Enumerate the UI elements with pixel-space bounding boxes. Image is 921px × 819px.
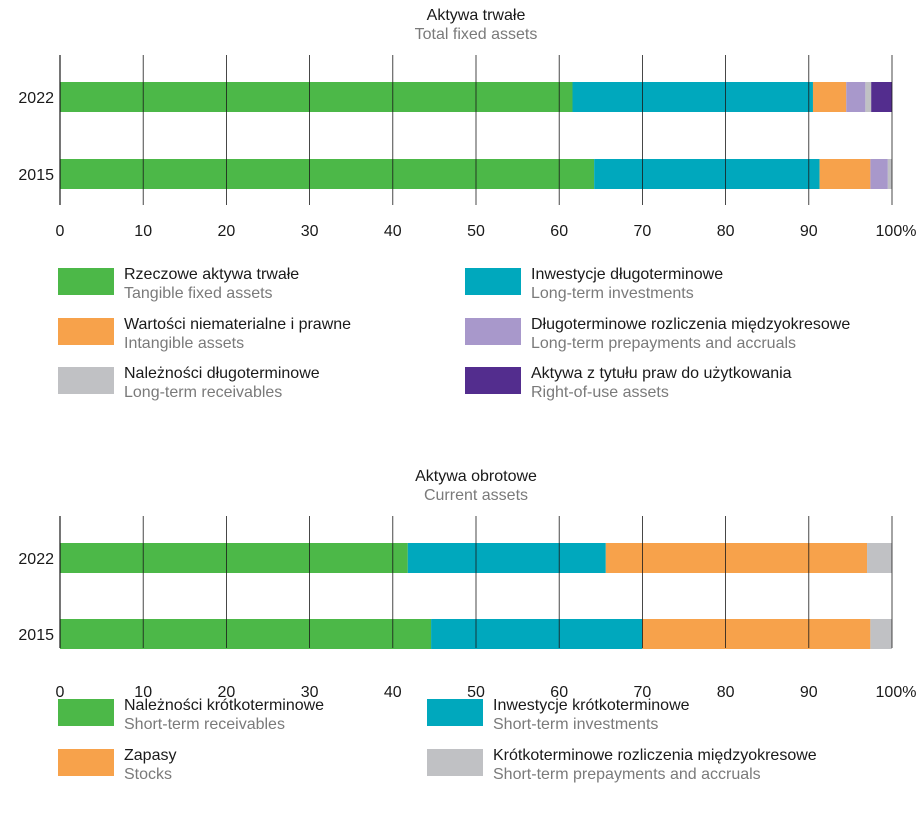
category-label: 2015 (18, 167, 54, 184)
x-tick-label: 40 (384, 223, 402, 240)
bar-segment (407, 543, 606, 573)
x-tick-label: 70 (634, 223, 652, 240)
category-label: 2015 (18, 627, 54, 644)
legend-item-tangible-fixed-assets: Rzeczowe aktywa trwałe Tangible fixed as… (58, 265, 299, 303)
x-tick-label: 40 (384, 684, 402, 701)
legend-item-right-of-use-assets: Aktywa z tytułu praw do użytkowania Righ… (465, 364, 792, 402)
legend-label: Inwestycje krótkoterminowe (493, 697, 690, 714)
legend-label: Wartości niematerialne i prawne (124, 316, 352, 333)
x-tick-label: 90 (800, 223, 818, 240)
bar-segment (865, 82, 872, 112)
x-tick-label: 20 (218, 684, 236, 701)
x-tick-label: 80 (717, 223, 735, 240)
chart-title: Aktywa obrotowe (415, 468, 537, 485)
bar-segment (812, 82, 847, 112)
bar-segment (572, 82, 813, 112)
current-assets-plot: 2022 2015 0 10 20 30 40 50 60 70 80 90 100% (18, 516, 917, 701)
legend-swatch (465, 268, 521, 295)
x-tick-label: 50 (467, 684, 485, 701)
legend-swatch (58, 318, 114, 345)
legend-swatch (58, 699, 114, 726)
legend-label: Rzeczowe aktywa trwałe (124, 266, 300, 283)
legend-item-short-term-investments: Inwestycje krótkoterminowe Short-term in… (427, 696, 690, 734)
bar-segment (60, 543, 408, 573)
legend-label: Zapasy (124, 747, 177, 764)
legend-swatch (465, 318, 521, 345)
x-tick-label: 60 (550, 684, 568, 701)
fixed-assets-plot: 2022 2015 0 10 20 30 40 50 60 70 80 90 100% (18, 55, 917, 240)
bar-segment (819, 159, 871, 189)
x-tick-label: 0 (56, 684, 65, 701)
x-tick-label: 90 (800, 684, 818, 701)
legend-swatch (465, 367, 521, 394)
x-tick-label: 30 (301, 223, 319, 240)
legend-label: Krótkoterminowe rozliczenia międzyokreso… (493, 747, 817, 764)
chart-subtitle: Current assets (423, 487, 529, 504)
legend-item-short-term-prepayments: Krótkoterminowe rozliczenia międzyokreso… (427, 746, 817, 784)
x-tick-label: 50 (467, 223, 485, 240)
legend-label-en: Short-term investments (493, 716, 659, 733)
x-tick-label: 10 (134, 223, 152, 240)
legend-item-long-term-investments: Inwestycje długoterminowe Long-term inve… (465, 265, 723, 303)
legend-item-short-term-receivables: Należności krótkoterminowe Short-term re… (58, 696, 324, 734)
legend-label: Inwestycje długoterminowe (531, 266, 724, 283)
x-tick-label: 60 (550, 223, 568, 240)
legend-swatch (58, 749, 114, 776)
bar-segment (431, 619, 643, 649)
x-tick-label: 30 (301, 684, 319, 701)
legend-label-en: Long-term receivables (124, 384, 283, 401)
legend-item-intangible-assets: Wartości niematerialne i prawne Intangib… (58, 315, 351, 353)
legend-item-long-term-prepayments: Długoterminowe rozliczenia międzyokresow… (465, 315, 850, 353)
legend-label: Należności długoterminowe (124, 365, 320, 382)
legend-swatch (427, 699, 483, 726)
bar-segment (871, 82, 892, 112)
chart-title: Aktywa trwałe (426, 7, 526, 24)
bar-segment (594, 159, 820, 189)
legend-swatch (58, 268, 114, 295)
legend-label-en: Tangible fixed assets (124, 285, 273, 302)
legend-label-en: Long-term investments (531, 285, 694, 302)
x-tick-label: 0 (56, 223, 65, 240)
fixed-assets-chart: Aktywa trwałe Total fixed assets 2022 201… (18, 7, 917, 402)
chart-subtitle: Total fixed assets (414, 26, 538, 43)
bar-segment (870, 159, 888, 189)
x-tick-label: 100% (876, 223, 917, 240)
legend-swatch (58, 367, 114, 394)
category-label: 2022 (18, 551, 54, 568)
bar-segment (887, 159, 892, 189)
legend-label-en: Right-of-use assets (531, 384, 669, 401)
legend-swatch (427, 749, 483, 776)
bar-segment (867, 543, 892, 573)
x-tick-label: 80 (717, 684, 735, 701)
x-tick-label: 20 (218, 223, 236, 240)
legend-label: Należności krótkoterminowe (124, 697, 325, 714)
legend-item-long-term-receivables: Należności długoterminowe Long-term rece… (58, 364, 320, 402)
bar-segment (642, 619, 871, 649)
legend-label-en: Stocks (124, 766, 173, 783)
bar-segment (60, 82, 573, 112)
legend-label: Długoterminowe rozliczenia międzyokresow… (531, 316, 851, 333)
bar-segment (605, 543, 868, 573)
legend-label-en: Intangible assets (124, 335, 245, 352)
x-tick-label: 70 (634, 684, 652, 701)
legend-label-en: Long-term prepayments and accruals (531, 335, 797, 352)
x-tick-label: 10 (134, 684, 152, 701)
legend-label-en: Short-term prepayments and accruals (493, 766, 761, 783)
legend-label-en: Short-term receivables (124, 716, 285, 733)
legend-label: Aktywa z tytułu praw do użytkowania (531, 365, 792, 382)
bar-segment (60, 619, 432, 649)
category-label: 2022 (18, 90, 54, 107)
bar-segment (846, 82, 866, 112)
current-assets-chart: Aktywa obrotowe Current assets 2022 2015 0… (0, 460, 921, 819)
bar-segment (870, 619, 892, 649)
legend-item-stocks: Zapasy Stocks (58, 746, 176, 784)
x-tick-label: 100% (876, 684, 917, 701)
bar-segment (60, 159, 595, 189)
